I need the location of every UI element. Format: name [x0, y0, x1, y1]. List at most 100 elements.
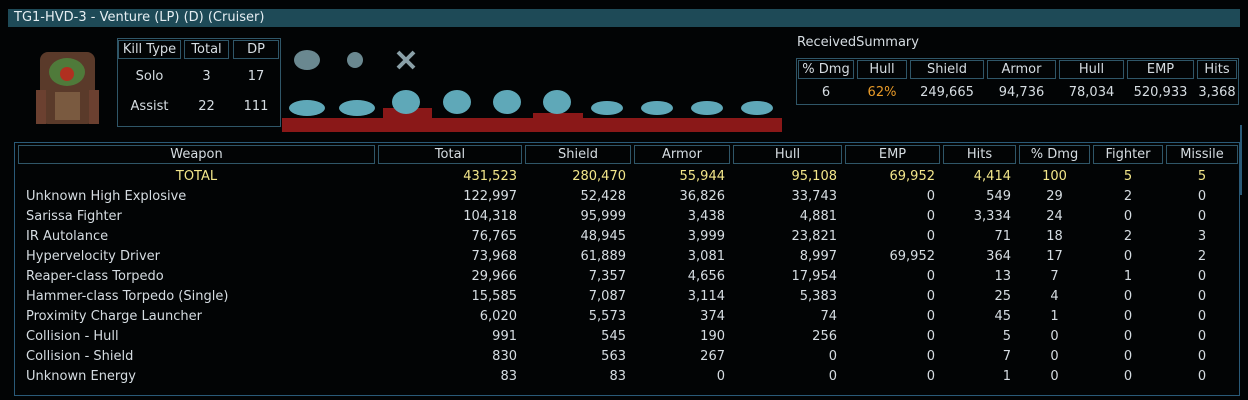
weapons-header: Hull [733, 145, 842, 164]
weapon-cell: 23,821 [791, 229, 838, 244]
kills-header: Total [184, 40, 229, 59]
total-cell: 431,523 [463, 169, 517, 184]
kills-cell: Solo [135, 69, 164, 84]
weapon-cell: 3,334 [973, 209, 1011, 224]
weapons-header: Shield [525, 145, 631, 164]
ship-title: TG1-HVD-3 - Venture (LP) (D) (Cruiser) [14, 10, 265, 25]
weapon-cell: 1 [1002, 369, 1011, 384]
weapon-cell: 4,656 [687, 269, 725, 284]
weapons-header: Fighter [1093, 145, 1163, 164]
kills-cell: 111 [243, 99, 269, 114]
total-cell: 5 [1123, 169, 1133, 184]
weapon-cell: 95,999 [580, 209, 627, 224]
kills-cell: 22 [198, 99, 215, 114]
ship-graphics [36, 50, 782, 132]
received-box [796, 58, 1239, 105]
weapon-cell: 0 [1050, 329, 1059, 344]
weapon-cell: 0 [1123, 329, 1133, 344]
received-cell: 249,665 [920, 85, 974, 100]
weapon-cell: Collision - Shield [26, 349, 134, 364]
received-cell: 94,736 [998, 85, 1045, 100]
weapon-cell: 256 [812, 329, 837, 344]
weapon-cell: 2 [1123, 189, 1133, 204]
weapon-cell: 6,020 [479, 309, 517, 324]
weapon-cell: 0 [1123, 209, 1133, 224]
red-bar [383, 108, 432, 122]
weapon-cell: 3,999 [687, 229, 725, 244]
weapon-cell: 61,889 [580, 249, 627, 264]
weapon-cell: 0 [1197, 309, 1207, 324]
weapon-cell: 0 [1050, 349, 1059, 364]
red-bar [533, 113, 583, 121]
weapon-cell: 3,114 [687, 289, 725, 304]
kills-header: DP [233, 40, 279, 59]
weapon-cell: 7,357 [588, 269, 626, 284]
title-bar [8, 9, 1240, 27]
weapon-cell: 25 [994, 289, 1011, 304]
weapon-cell: 2 [1123, 229, 1133, 244]
weapon-cell: Unknown Energy [26, 369, 136, 384]
weapon-cell: 8,997 [799, 249, 837, 264]
weapons-box [14, 142, 1240, 396]
weapon-cell: 2 [1197, 249, 1207, 264]
weapon-cell: 0 [1197, 289, 1207, 304]
ship-icons [289, 90, 773, 116]
weapon-cell: 549 [986, 189, 1011, 204]
total-cell: 55,944 [679, 169, 726, 184]
weapon-cell: 33,743 [791, 189, 838, 204]
weapon-cell: IR Autolance [26, 229, 109, 244]
received-header: Armor [987, 60, 1056, 79]
weapon-cell: 0 [1197, 189, 1207, 204]
received-cell: 78,034 [1068, 85, 1115, 100]
weapon-cell: 17 [1046, 249, 1063, 264]
weapon-cell: 36,826 [679, 189, 726, 204]
fighter-icons [294, 50, 416, 70]
weapon-cell: 0 [1050, 369, 1059, 384]
received-header: Hull [857, 60, 907, 79]
weapon-cell: Reaper-class Torpedo [26, 269, 164, 284]
weapon-cell: 545 [601, 329, 626, 344]
weapon-cell: 3 [1197, 229, 1207, 244]
weapon-cell: 0 [926, 209, 935, 224]
weapon-cell: 7 [1002, 349, 1011, 364]
weapon-cell: 45 [994, 309, 1011, 324]
weapon-cell: 0 [926, 189, 935, 204]
received-cell: 62% [867, 85, 897, 100]
total-cell: 5 [1197, 169, 1207, 184]
weapons-header: Hits [943, 145, 1016, 164]
weapon-cell: 374 [700, 309, 725, 324]
weapon-cell: 122,997 [463, 189, 517, 204]
weapon-cell: 7 [1050, 269, 1059, 284]
weapon-cell: 104,318 [463, 209, 517, 224]
weapon-cell: 0 [926, 229, 935, 244]
weapon-cell: 52,428 [580, 189, 627, 204]
received-header: % Dmg [798, 60, 854, 79]
weapon-cell: 0 [1123, 349, 1133, 364]
kills-cell: 17 [247, 69, 265, 84]
received-title: ReceivedSummary [797, 35, 919, 50]
total-cell: 280,470 [572, 169, 626, 184]
weapon-cell: 18 [1046, 229, 1063, 244]
total-cell: 69,952 [889, 169, 936, 184]
weapon-cell: 5,383 [799, 289, 837, 304]
weapon-cell: 0 [828, 369, 837, 384]
received-cell: 520,933 [1133, 85, 1188, 100]
weapon-cell: 0 [926, 369, 935, 384]
weapon-cell: Proximity Charge Launcher [26, 309, 202, 324]
weapon-cell: 267 [700, 349, 725, 364]
weapons-header: Armor [634, 145, 730, 164]
weapon-cell: 0 [1123, 249, 1133, 264]
weapon-cell: 48,945 [580, 229, 627, 244]
received-header: Hull [1059, 60, 1124, 79]
weapons-header: EMP [845, 145, 940, 164]
red-bar [282, 118, 782, 132]
weapon-cell: 0 [926, 329, 935, 344]
weapon-cell: Unknown High Explosive [26, 189, 187, 204]
weapon-cell: 74 [820, 309, 837, 324]
weapon-cell: 83 [500, 369, 517, 384]
received-header: Hits [1197, 60, 1237, 79]
received-cell: 6 [821, 85, 831, 100]
weapon-cell: Hammer-class Torpedo (Single) [26, 289, 229, 304]
total-cell: 95,108 [791, 169, 838, 184]
weapon-cell: 5,573 [588, 309, 626, 324]
